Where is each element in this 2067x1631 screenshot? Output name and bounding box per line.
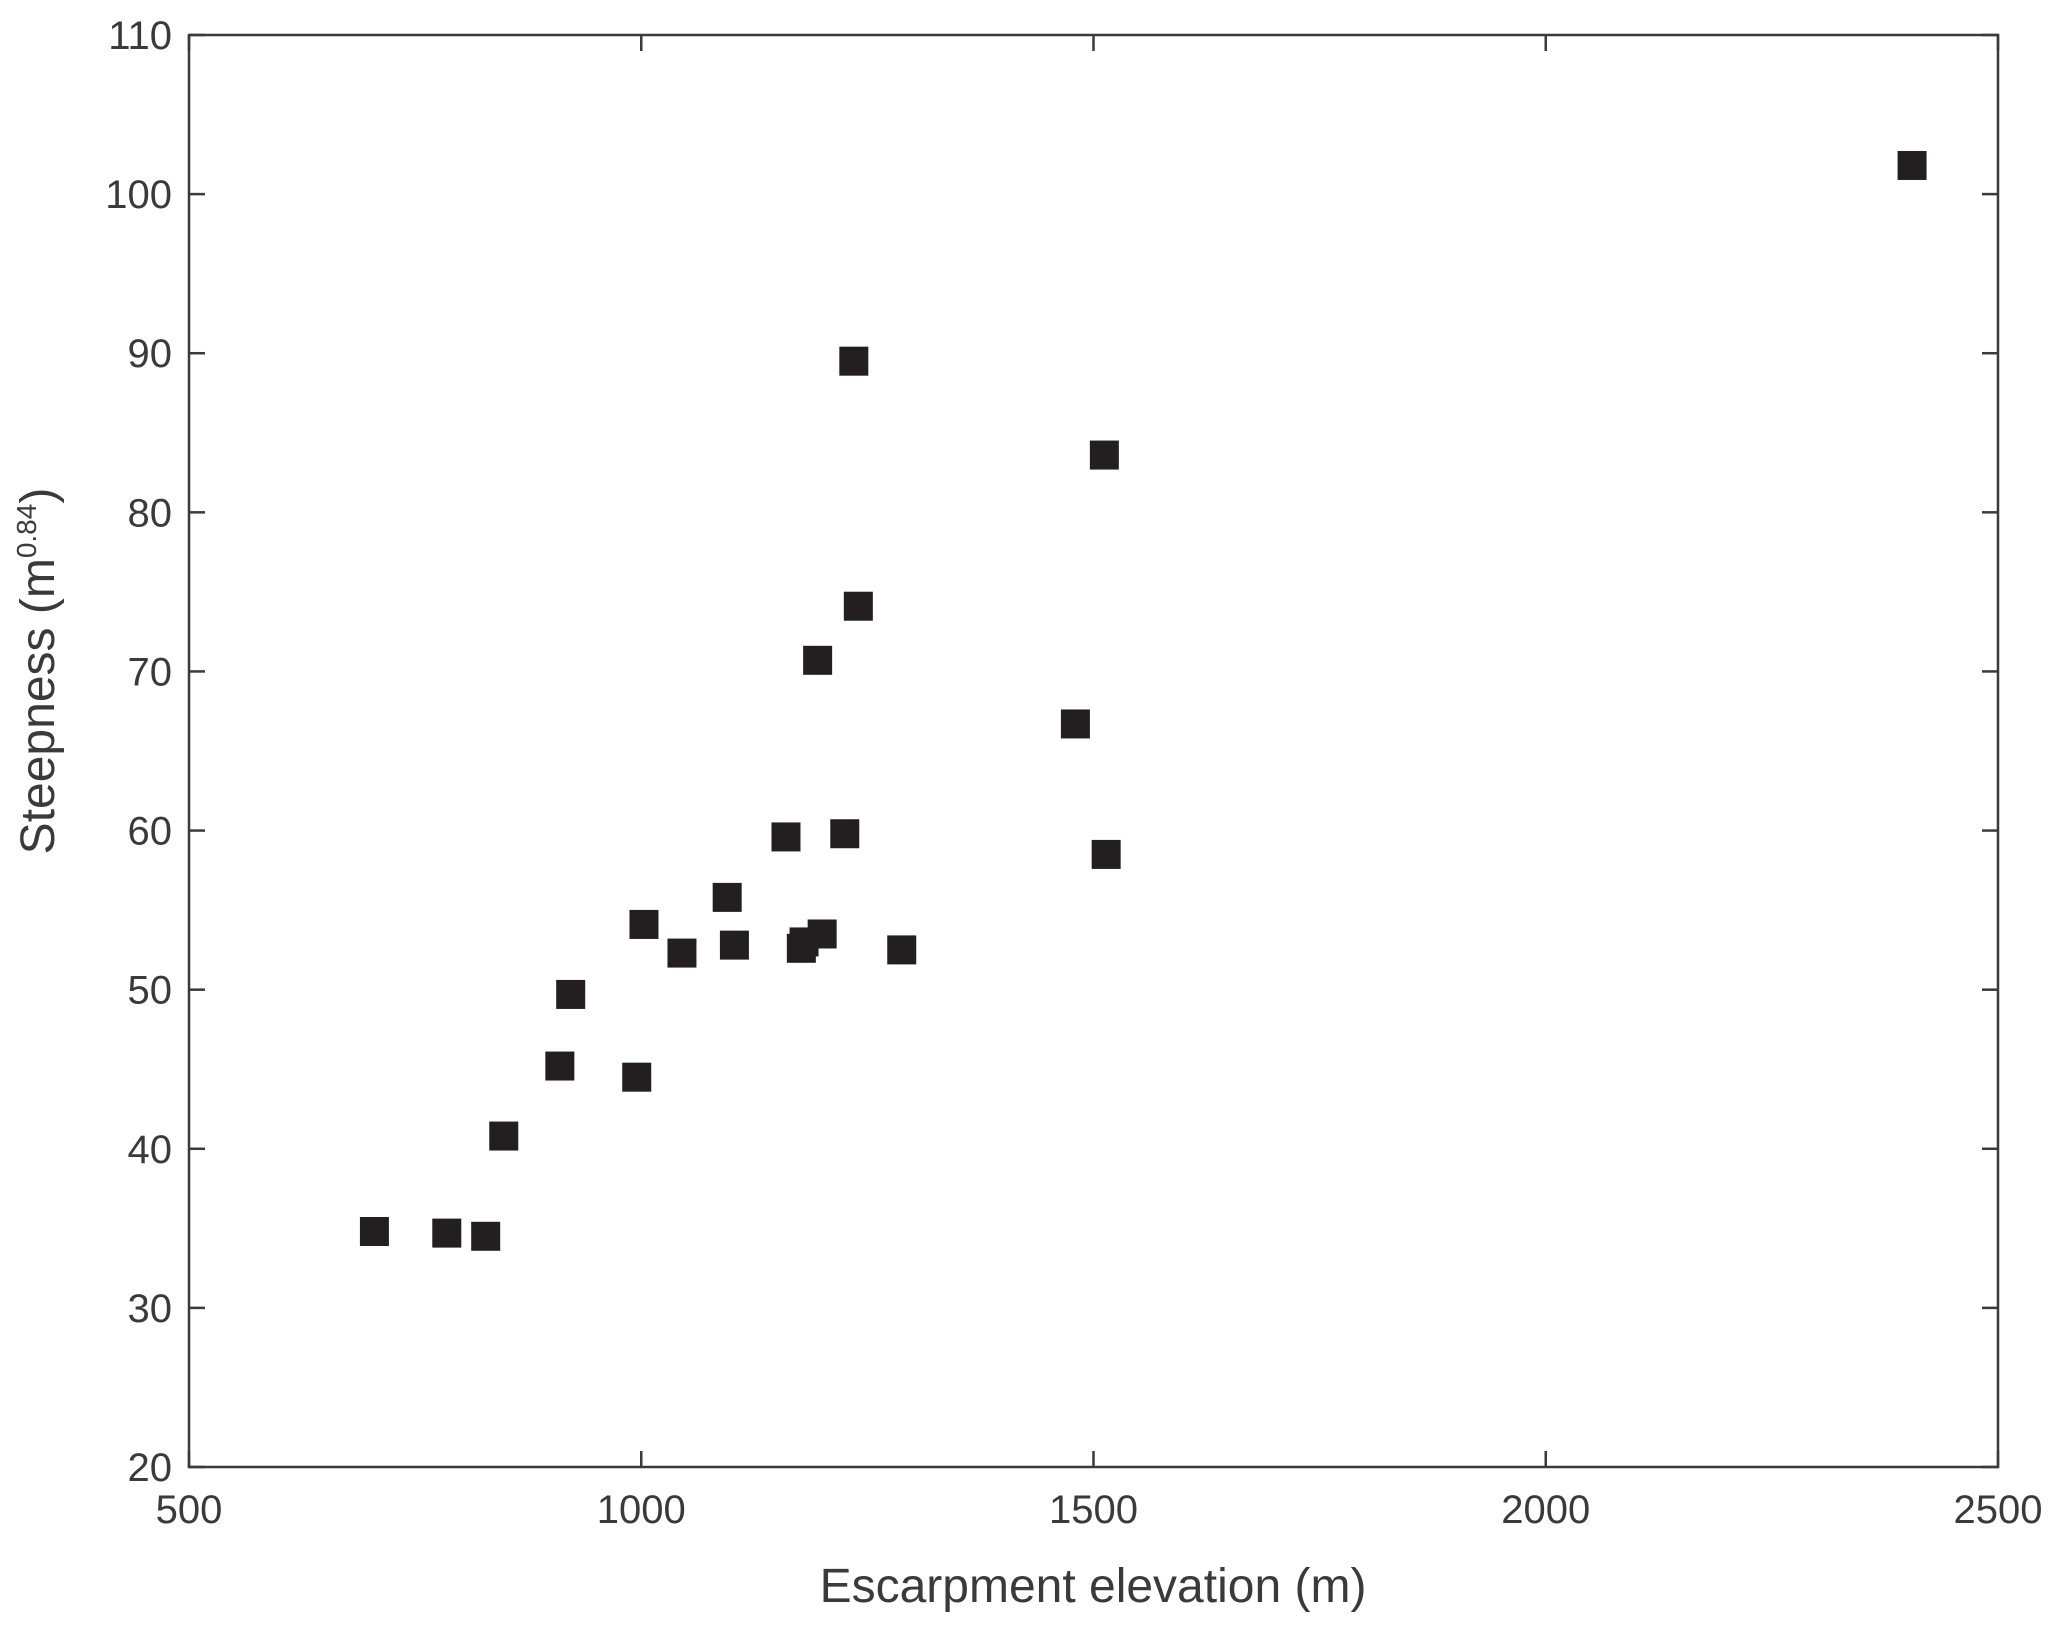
data-point [839, 346, 869, 376]
y-tick-label: 60 [128, 810, 173, 854]
data-point [471, 1221, 501, 1251]
data-point [887, 935, 917, 965]
data-point [1060, 709, 1090, 739]
data-point [803, 645, 833, 675]
data-point [807, 919, 837, 949]
axis-ticks [187, 33, 2000, 1469]
y-axis-title: Steepness (m0.84) [11, 488, 65, 855]
data-point [432, 1218, 462, 1248]
data-point [1089, 440, 1119, 470]
y-tick-label: 100 [105, 173, 172, 217]
y-tick-label: 30 [128, 1287, 173, 1331]
y-tick-label: 40 [128, 1128, 173, 1172]
y-tick-label: 70 [128, 650, 173, 694]
y-axis-title-base: Steepness (m [12, 558, 65, 854]
x-axis-title: Escarpment elevation (m) [820, 1560, 1367, 1613]
y-tick-label: 20 [128, 1446, 173, 1490]
data-points [359, 150, 1927, 1251]
plot-frame [187, 33, 2000, 1469]
y-axis-title-exponent: 0.84 [11, 504, 42, 559]
data-point [489, 1121, 519, 1151]
data-point [622, 1062, 652, 1092]
data-point [843, 591, 873, 621]
x-tick-label: 1000 [597, 1488, 686, 1532]
tick-labels: 500 1000 1500 2000 2500 20 30 40 50 60 70 80 90 100 11… [105, 14, 2042, 1532]
x-tick-label: 500 [156, 1488, 223, 1532]
data-point [545, 1051, 575, 1081]
data-point [1897, 150, 1927, 180]
data-point [667, 938, 697, 968]
y-axis-title-close: ) [12, 488, 65, 504]
y-tick-label: 90 [128, 332, 173, 376]
data-point [712, 882, 742, 912]
x-tick-label: 2500 [1954, 1488, 2043, 1532]
data-point [719, 930, 749, 960]
data-point [556, 979, 586, 1009]
y-tick-label: 110 [108, 14, 172, 58]
y-tick-label: 50 [128, 969, 173, 1013]
x-tick-label: 1500 [1049, 1488, 1138, 1532]
data-point [1091, 839, 1121, 869]
data-point [359, 1217, 389, 1247]
data-point [830, 819, 860, 849]
data-point [629, 909, 659, 939]
y-tick-label: 80 [128, 491, 173, 535]
data-point [771, 822, 801, 852]
x-tick-label: 2000 [1501, 1488, 1590, 1532]
